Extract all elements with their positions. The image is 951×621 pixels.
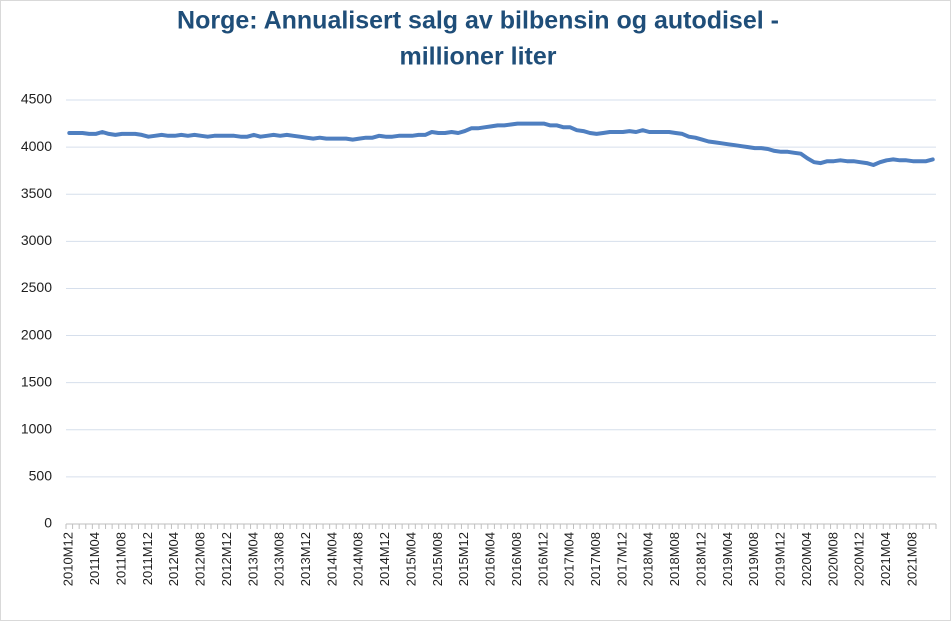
x-tick-label: 2014M12 (377, 532, 392, 586)
chart-title: Norge: Annualisert salg av bilbensin og … (177, 7, 779, 35)
x-tick-label: 2017M08 (588, 532, 603, 586)
chart-title: millioner liter (400, 43, 557, 71)
x-tick-label: 2012M12 (219, 532, 234, 586)
x-tick-label: 2017M04 (562, 532, 577, 586)
x-tick-label: 2020M12 (852, 532, 867, 586)
x-tick-label: 2011M12 (140, 532, 155, 585)
y-tick-label: 1000 (21, 420, 52, 436)
x-tick-label: 2021M04 (878, 532, 893, 586)
x-tick-label: 2011M04 (87, 532, 102, 585)
x-tick-label: 2020M08 (825, 532, 840, 586)
x-tick-label: 2017M12 (614, 532, 629, 586)
y-tick-label: 500 (29, 468, 53, 484)
x-tick-label: 2018M12 (693, 532, 708, 586)
x-tick-label: 2018M08 (667, 532, 682, 586)
y-tick-label: 1500 (21, 373, 52, 389)
y-tick-label: 2500 (21, 279, 52, 295)
data-line (67, 121, 935, 167)
y-tick-label: 4500 (21, 91, 52, 107)
x-tick-label: 2013M12 (298, 532, 313, 586)
x-tick-label: 2011M08 (113, 532, 128, 585)
x-tick-label: 2019M12 (773, 532, 788, 586)
y-tick-label: 3000 (21, 232, 52, 248)
x-tick-label: 2014M04 (324, 532, 339, 586)
x-tick-label: 2016M12 (535, 532, 550, 586)
x-tick-label: 2016M04 (483, 532, 498, 586)
x-tick-label: 2015M08 (430, 532, 445, 586)
y-tick-label: 3500 (21, 185, 52, 201)
x-tick-label: 2016M08 (509, 532, 524, 586)
x-tick-label: 2020M04 (799, 532, 814, 586)
y-tick-label: 2000 (21, 326, 52, 342)
x-tick-label: 2015M04 (403, 532, 418, 586)
x-tick-label: 2015M12 (456, 532, 471, 586)
x-tick-label: 2014M08 (351, 532, 366, 586)
x-tick-label: 2013M04 (245, 532, 260, 586)
x-tick-label: 2013M08 (272, 532, 287, 586)
x-tick-label: 2012M04 (166, 532, 181, 586)
x-tick-label: 2021M08 (904, 532, 919, 586)
x-tick-label: 2010M12 (61, 532, 76, 586)
x-tick-label: 2018M04 (641, 532, 656, 586)
y-tick-label: 4000 (21, 138, 52, 154)
x-tick-label: 2012M08 (193, 532, 208, 586)
x-tick-label: 2019M08 (746, 532, 761, 586)
y-tick-label: 0 (44, 515, 52, 531)
x-tick-label: 2019M04 (720, 532, 735, 586)
